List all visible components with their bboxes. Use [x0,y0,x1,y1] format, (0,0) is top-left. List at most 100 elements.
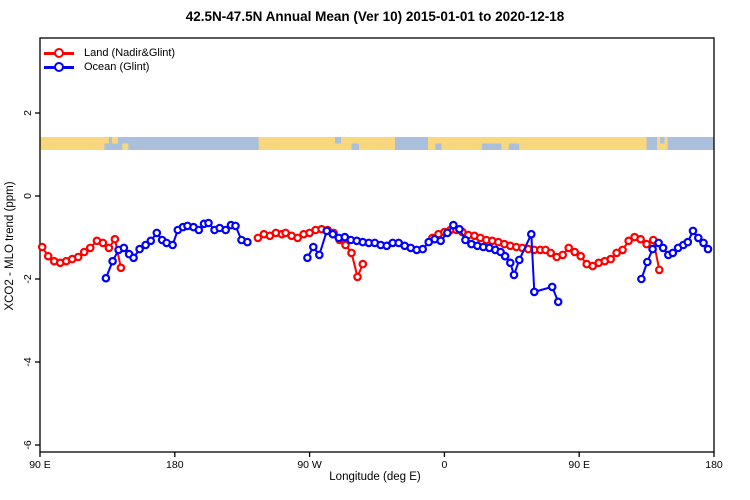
data-point [699,238,708,248]
data-point [37,242,47,252]
map-strip-patch [660,137,665,144]
data-point [455,224,464,234]
data-point [253,233,263,243]
data-point [98,238,108,248]
legend-item-ocean: Ocean (Glint) [44,60,175,74]
data-point [526,229,536,239]
data-point [231,221,240,231]
data-point [546,248,556,258]
chart-title: 42.5N-47.5N Annual Mean (Ver 10) 2015-01… [185,9,565,24]
x-axis-label: Longitude (deg E) [329,471,421,483]
data-point [358,259,368,269]
y-tick-label: 2 [22,110,34,116]
data-point [637,274,646,284]
data-point [43,251,53,261]
data-point [606,254,616,264]
map-strip-land [40,137,109,150]
data-point [509,270,519,280]
data-point [564,243,574,253]
data-point [418,244,428,254]
data-point [443,228,452,238]
data-point [104,243,114,253]
map-strip-patch [104,143,109,150]
data-point [328,229,338,239]
data-point [529,287,539,297]
data-point [110,234,120,244]
data-point [108,256,117,266]
data-point [636,234,645,244]
map-strip-patch [435,143,442,150]
data-point [642,239,651,249]
land-series-marker-icon [44,47,74,59]
data-point [119,243,129,253]
data-point [322,226,332,236]
data-point [116,263,126,273]
data-point [204,218,213,228]
map-strip-patch [481,143,502,150]
data-point [654,238,663,248]
x-tick-label: 180 [705,459,723,471]
y-tick-label: 0 [22,193,34,199]
data-point [85,243,95,253]
data-point [547,282,557,292]
data-point [514,255,524,265]
map-strip-patch [351,143,360,150]
x-tick-label: 90 E [568,459,590,471]
data-point [648,244,657,254]
data-point [693,233,703,243]
ocean-series-marker-icon [44,61,74,73]
y-tick-label: -4 [22,357,34,366]
data-point [570,247,580,257]
map-strip-patch [508,143,520,150]
data-point [308,242,318,252]
data-point [436,236,446,246]
data-point [618,245,627,255]
data-point [194,225,204,235]
data-point [703,244,713,254]
data-point [152,228,162,238]
data-point [243,237,252,247]
map-strip-land [258,137,395,150]
data-point [505,258,515,268]
data-point [314,250,324,260]
legend-label-land: Land (Nadir&Glint) [84,47,176,59]
data-point [688,226,698,236]
data-point [221,225,231,235]
data-point [353,272,362,282]
data-point [347,248,356,258]
data-point [668,248,678,258]
data-point [146,236,156,246]
data-point [461,235,470,245]
data-point [449,220,458,230]
data-point [576,251,586,261]
data-point [73,252,83,262]
data-point [553,297,563,307]
data-point [500,251,510,261]
data-point [658,243,668,253]
data-point [341,240,350,250]
data-point [141,240,150,250]
map-strip-patch [335,137,342,144]
map-strip-patch [111,137,118,144]
data-point [168,240,177,250]
data-point [683,237,693,247]
y-tick-label: -2 [22,274,34,283]
legend-label-ocean: Ocean (Glint) [84,61,150,73]
data-point [588,261,598,271]
x-tick-label: 0 [441,459,447,471]
map-strip-land [427,137,668,150]
data-point [101,273,111,283]
data-point [293,233,302,243]
data-point [79,247,89,257]
data-point [135,244,144,254]
data-point [558,250,568,260]
x-tick-label: 180 [166,459,184,471]
data-point [129,253,138,263]
legend: Land (Nadir&Glint) Ocean (Glint) [44,46,175,74]
data-point [303,253,312,263]
legend-item-land: Land (Nadir&Glint) [44,46,175,60]
data-point [624,236,633,246]
x-tick-label: 90 W [297,459,322,471]
